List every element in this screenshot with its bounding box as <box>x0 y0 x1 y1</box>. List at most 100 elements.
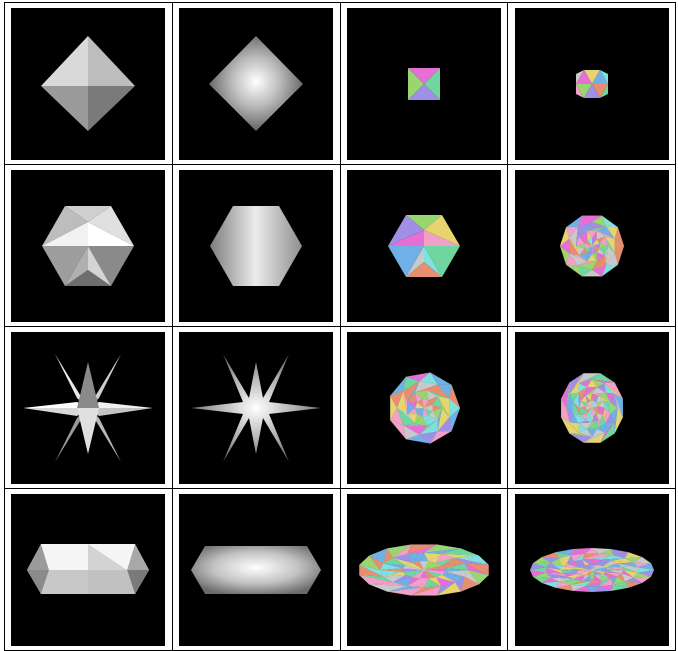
cell-r4-c2 <box>171 488 341 651</box>
mesh-facet <box>589 393 594 401</box>
mesh-facet <box>445 567 468 572</box>
cell-r2-c1 <box>4 164 173 327</box>
mesh-facet <box>596 230 615 239</box>
rounded-polyhedron-fine-shape <box>560 372 623 443</box>
mesh-facet <box>541 580 560 588</box>
mesh-facet <box>426 415 439 426</box>
mesh-facet <box>529 562 546 570</box>
mesh-facet <box>599 421 615 443</box>
mesh-facet <box>402 424 420 439</box>
render-star-flat <box>11 331 166 484</box>
mesh-facet <box>586 378 597 387</box>
mesh-facet <box>591 264 607 277</box>
mesh-facet <box>555 548 573 556</box>
render-icosahedron-flat <box>11 169 166 322</box>
mesh-facet <box>632 571 651 578</box>
mesh-facet <box>637 566 654 573</box>
mesh-facet <box>565 264 583 277</box>
mesh-facet <box>598 245 608 256</box>
icosahedron-colored-shape <box>387 214 460 277</box>
mesh-facet <box>387 585 424 592</box>
render-star-smooth <box>179 331 334 484</box>
mesh-facet <box>401 564 424 570</box>
render-octahedron-colored <box>346 7 501 160</box>
mesh-facet <box>585 412 591 421</box>
mesh-facet <box>568 252 588 266</box>
mesh-facet <box>572 574 586 581</box>
mesh-facet <box>612 551 629 559</box>
mesh-facet <box>595 399 604 406</box>
mesh-facet <box>578 405 586 410</box>
mesh-facet <box>593 394 599 403</box>
mesh-facet <box>569 391 579 403</box>
torus-like-fine-shape <box>529 547 654 592</box>
mesh-facet <box>588 557 595 565</box>
mesh-facet <box>604 235 615 254</box>
flattened-prism-flat-shape <box>27 543 150 594</box>
cell-r1-c3 <box>339 2 509 165</box>
mesh-facet <box>598 578 614 586</box>
mesh-facet <box>402 380 420 402</box>
mesh-facet <box>402 390 408 414</box>
render-flattened-prism-flat <box>11 493 166 646</box>
mesh-facet <box>614 237 624 254</box>
mesh-facet <box>529 569 546 577</box>
mesh-facet <box>428 410 439 420</box>
mesh-facet <box>406 407 418 414</box>
mesh-facet <box>572 412 586 424</box>
mesh-facet <box>565 252 578 266</box>
mesh-facet <box>599 242 609 249</box>
mesh-facet <box>358 554 381 570</box>
mesh-facet <box>598 548 614 556</box>
geodesic-sphere-shape <box>559 214 625 277</box>
mesh-facet <box>572 558 586 565</box>
cell-r3-c2 <box>171 326 341 489</box>
torus-like-shape <box>358 543 490 596</box>
mesh-facet <box>386 543 412 558</box>
mesh-facet <box>403 422 428 426</box>
mesh-facet <box>577 565 592 570</box>
mesh-facet <box>588 574 595 582</box>
mesh-facet <box>637 562 654 570</box>
render-rounded-polyhedron-fine <box>514 331 669 484</box>
mesh-facet <box>389 395 398 420</box>
mesh-facet <box>579 399 588 406</box>
mesh-facet <box>632 576 652 583</box>
mesh-facet <box>449 397 461 418</box>
mesh-facet <box>591 372 615 383</box>
mesh-facet <box>586 225 606 231</box>
cell-r3-c3 <box>339 326 509 489</box>
mesh-facet <box>591 569 607 574</box>
mesh-facet <box>396 389 408 415</box>
subdivided-small-shape <box>575 69 608 98</box>
mesh-facet <box>603 381 623 399</box>
mesh-facet <box>596 382 606 393</box>
mesh-facet <box>581 558 590 565</box>
mesh-facet <box>596 225 616 239</box>
cell-r4-c1 <box>4 488 173 651</box>
mesh-facet <box>575 245 585 256</box>
mesh-facet <box>589 414 594 422</box>
mesh-facet <box>609 392 618 409</box>
mesh-facet <box>602 562 617 568</box>
mesh-facet <box>602 400 611 414</box>
cell-r4-c3 <box>339 488 509 651</box>
mesh-facet <box>550 561 563 570</box>
mesh-facet <box>414 391 423 403</box>
icosahedron-smooth-shape <box>210 205 303 286</box>
mesh-facet <box>437 395 450 417</box>
mesh-facet <box>570 548 585 556</box>
render-icosahedron-colored <box>346 169 501 322</box>
mesh-facet <box>566 554 574 564</box>
mesh-facet <box>568 432 593 443</box>
mesh-facet <box>464 562 489 575</box>
mesh-facet <box>597 405 606 410</box>
cell-r3-c1 <box>4 326 173 489</box>
render-subdivided-small <box>514 7 669 160</box>
mesh-facet <box>591 378 615 383</box>
render-octahedron-smooth <box>179 7 334 160</box>
mesh-facet <box>560 565 577 570</box>
mesh-facet <box>581 214 603 222</box>
mesh-facet <box>560 568 577 571</box>
mesh-facet <box>531 556 551 563</box>
